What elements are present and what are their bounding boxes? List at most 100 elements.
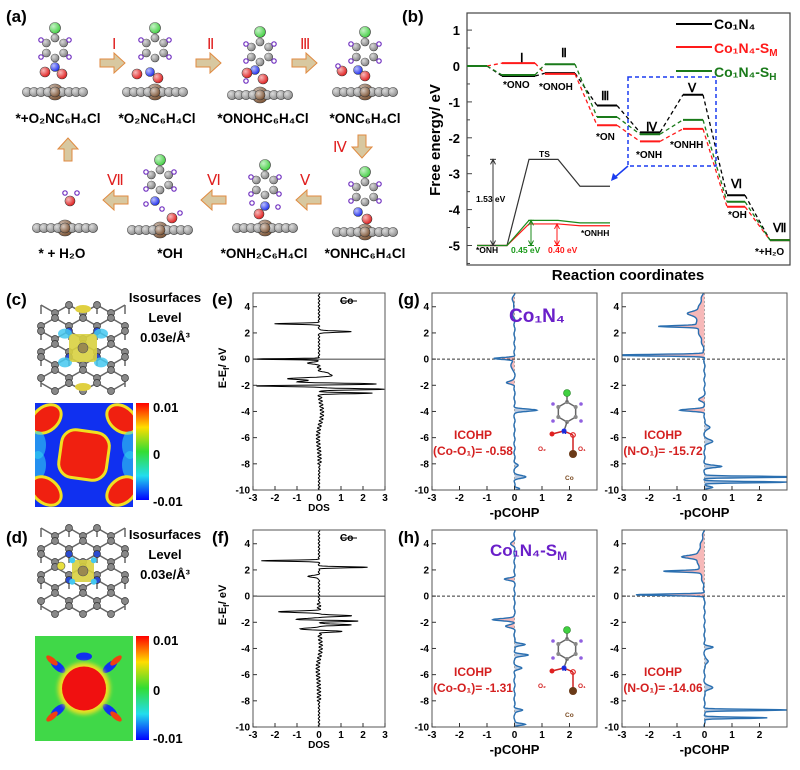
- plot-body: [253, 530, 385, 727]
- hydrogen-atom: [243, 41, 249, 47]
- level-connector: [744, 206, 771, 241]
- x-tick-label: 0: [316, 730, 322, 741]
- graphene-slab: [332, 83, 398, 101]
- sulfur-atom: [56, 561, 66, 571]
- panel-label-g: (g): [398, 290, 420, 309]
- chlorophenyl-ring: [348, 26, 382, 67]
- plot-body: [432, 293, 597, 490]
- arrow-head-icon: [611, 173, 618, 181]
- atom-highlight: [42, 49, 51, 57]
- species-label: *+O₂NC₆H₄Cl: [16, 111, 101, 126]
- carbon-atom: [573, 652, 578, 656]
- y-tick-label: -8: [420, 696, 429, 707]
- atom-highlight: [255, 90, 265, 100]
- atom-highlight: [183, 225, 193, 235]
- cobalt-atom: [569, 450, 577, 458]
- atom-highlight: [176, 225, 186, 235]
- adsorbate-structure: [22, 22, 88, 101]
- level-connector: [534, 72, 546, 77]
- lattice-atom: [51, 366, 59, 374]
- atom-label-o1: O₁: [578, 446, 586, 453]
- x-tick-label: 1: [729, 730, 735, 741]
- atom-highlight: [346, 227, 356, 237]
- atom-highlight: [269, 186, 278, 194]
- panel-label-d: (d): [6, 528, 28, 547]
- map-body: [35, 636, 133, 741]
- x-tick-label: -1: [673, 493, 682, 504]
- hydrogen-atom: [74, 190, 80, 196]
- negative-region: [76, 652, 92, 661]
- x-tick-label: -1: [673, 730, 682, 741]
- x-axis-label: -pCOHP: [680, 505, 730, 520]
- colorbar-min: -0.01: [153, 494, 183, 509]
- bonding-fill: [704, 530, 787, 727]
- y-tick-label: 1: [453, 23, 460, 38]
- hydrogen-atom: [138, 54, 144, 60]
- atom-highlight: [50, 87, 60, 97]
- atom-highlight: [252, 186, 261, 194]
- x-axis-label: DOS: [308, 740, 330, 751]
- atom-highlight: [127, 225, 137, 235]
- y-tick-label: -4: [420, 644, 429, 655]
- atom-highlight: [360, 87, 370, 97]
- pcohp-curve: [493, 293, 539, 490]
- iso-level-label: Level: [148, 547, 181, 562]
- atom-highlight: [232, 223, 242, 233]
- oxygen-atom: [549, 668, 555, 674]
- step-roman: Ⅲ: [601, 89, 609, 103]
- lattice-atom: [37, 576, 45, 584]
- barrier-label-black: 1.53 eV: [476, 194, 506, 204]
- energy-levels: [467, 62, 790, 242]
- atom-highlight: [164, 171, 173, 179]
- y-tick-label: 0: [423, 355, 429, 366]
- level-connector: [574, 73, 598, 126]
- pcohp-curve: [491, 530, 530, 727]
- positive-region: [110, 711, 122, 722]
- positive-region: [105, 403, 133, 435]
- oxygen-atom: [570, 669, 576, 675]
- plot-body: [253, 293, 385, 490]
- y-tick-label: 0: [613, 355, 619, 366]
- block-arrow-icon: [195, 51, 222, 75]
- icohp-title: ICOHP: [454, 665, 492, 679]
- x-tick-label: -2: [271, 493, 280, 504]
- species-label: *O₂NC₆H₄Cl: [118, 111, 195, 126]
- atom-highlight: [359, 166, 371, 178]
- y-tick-label: -6: [420, 433, 429, 444]
- atom-highlight: [153, 73, 163, 83]
- hydrogen-atom: [271, 58, 277, 64]
- hydrogen-atom: [335, 63, 341, 69]
- adsorbate-structure: [227, 26, 293, 104]
- arrow-head-icon: [490, 240, 496, 247]
- graphene-slab: [227, 86, 293, 104]
- icohp-value: (Co-O₁)= -1.31: [433, 681, 513, 695]
- icohp-value: (N-O₁)= -15.72: [623, 444, 703, 458]
- atom-highlight: [59, 39, 68, 47]
- arrow-head-icon: [554, 240, 560, 247]
- panel-label-a: (a): [6, 7, 27, 26]
- x-tick-label: -2: [455, 493, 464, 504]
- charge-density-map: [35, 403, 133, 507]
- x-tick-label: -3: [428, 730, 437, 741]
- colorbar: [136, 403, 149, 500]
- hydrogen-atom: [376, 181, 382, 187]
- atom-highlight: [239, 223, 249, 233]
- atom-highlight: [29, 87, 39, 97]
- graphene-slab: [32, 219, 98, 237]
- hydrogen-atom: [348, 58, 354, 64]
- atom-highlight: [142, 49, 151, 57]
- level-connector: [486, 65, 503, 76]
- lattice-atom: [107, 537, 115, 545]
- x-tick-label: 0: [512, 493, 518, 504]
- lattice-atom: [37, 353, 45, 361]
- x-tick-label: 3: [382, 730, 388, 741]
- step-label-7: Ⅶ: [107, 173, 124, 189]
- cobalt-atom: [77, 342, 89, 354]
- step-label-1: Ⅰ: [112, 37, 116, 53]
- panel-a: (a) Ⅰ Ⅱ Ⅲ Ⅳ Ⅴ Ⅵ Ⅶ *+O₂NC₆H₄Cl *O₂NC₆H₄Cl…: [6, 7, 405, 261]
- atom-highlight: [281, 223, 291, 233]
- atom-highlight: [260, 223, 270, 233]
- cobalt-atom: [569, 687, 577, 695]
- hydrogen-atom: [348, 181, 354, 187]
- y-tick-label: 2: [244, 328, 250, 339]
